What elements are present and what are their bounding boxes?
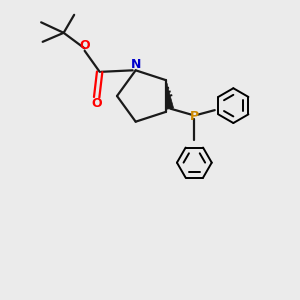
Text: O: O [79, 39, 90, 52]
Polygon shape [166, 80, 174, 109]
Text: N: N [130, 58, 141, 71]
Text: P: P [190, 110, 199, 123]
Text: O: O [91, 97, 102, 110]
